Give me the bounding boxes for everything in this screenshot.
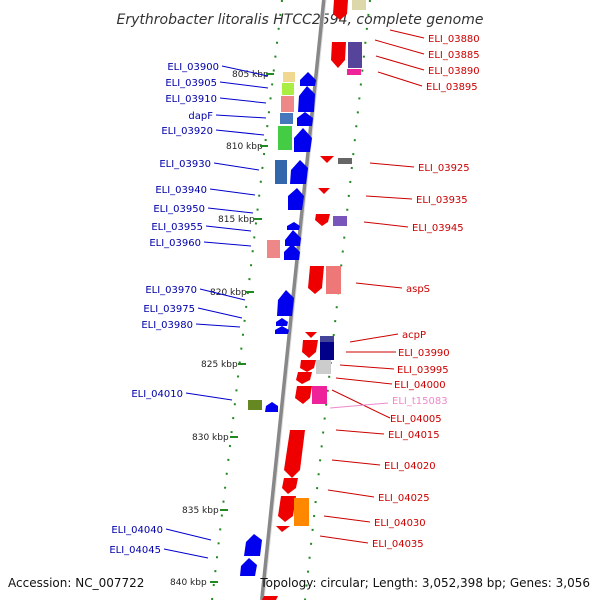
gene-label: ELI_03955 <box>151 222 203 233</box>
right-label-connectors <box>319 29 425 544</box>
right-gene-blocks <box>294 0 366 526</box>
gene-label: ELI_04005 <box>390 414 442 425</box>
gene-label: ELI_03950 <box>153 204 205 215</box>
gene-label: ELI_03890 <box>428 66 480 77</box>
gene-label: ELI_03920 <box>161 126 213 137</box>
gene-label: ELI_03895 <box>426 82 478 93</box>
gene-label: ELI_03945 <box>412 223 464 234</box>
gene-label: ELI_04035 <box>372 539 424 550</box>
scale-labels: 805 kbp 810 kbp 815 kbp 820 kbp 825 kbp … <box>170 70 269 588</box>
genome-backbone-highlight <box>263 0 327 600</box>
scale-805: 805 kbp <box>232 70 269 80</box>
gene-label: ELI_04010 <box>131 389 183 400</box>
scale-810: 810 kbp <box>226 142 263 152</box>
left-label-connectors <box>163 65 269 559</box>
gene-label: ELI_04045 <box>109 545 161 556</box>
accession-text: Accession: NC_007722 <box>8 576 145 590</box>
gene-label: acpP <box>402 330 426 341</box>
gene-label: ELI_04000 <box>394 380 446 391</box>
scale-815: 815 kbp <box>218 215 255 225</box>
gene-label: ELI_03885 <box>428 50 480 61</box>
gene-label: ELI_04040 <box>111 525 163 536</box>
left-labels: ELI_03900 ELI_03905 ELI_03910 dapF ELI_0… <box>109 62 219 556</box>
gene-label: ELI_03925 <box>418 163 470 174</box>
gene-label: ELI_03975 <box>143 304 195 315</box>
gene-label: ELI_03880 <box>428 34 480 45</box>
scale-ticks <box>210 73 274 583</box>
gene-label: dapF <box>188 111 213 122</box>
gene-label: ELI_03910 <box>165 94 217 105</box>
map-title: Erythrobacter litoralis HTCC2594, comple… <box>117 12 484 28</box>
gene-label: ELI_t15083 <box>392 396 448 407</box>
scale-825: 825 kbp <box>201 360 238 370</box>
reverse-gene-arrows <box>262 0 348 600</box>
gene-label: ELI_03900 <box>167 62 219 73</box>
gene-label: ELI_03935 <box>416 195 468 206</box>
scale-820: 820 kbp <box>210 288 247 298</box>
gene-label: ELI_04025 <box>378 493 430 504</box>
gene-label: ELI_03940 <box>155 185 207 196</box>
scale-835: 835 kbp <box>182 506 219 516</box>
gene-label: ELI_03970 <box>145 285 197 296</box>
gene-label: ELI_03990 <box>398 348 450 359</box>
right-labels: ELI_03880 ELI_03885 ELI_03890 ELI_03895 … <box>372 34 480 550</box>
gene-label: ELI_04030 <box>374 518 426 529</box>
left-gene-blocks <box>248 72 295 410</box>
gene-label: ELI_03905 <box>165 78 217 89</box>
gene-label: ELI_03980 <box>141 320 193 331</box>
gene-label: ELI_03930 <box>159 159 211 170</box>
topology-text: Topology: circular; Length: 3,052,398 bp… <box>260 576 590 590</box>
gene-label: aspS <box>406 284 430 295</box>
scale-830: 830 kbp <box>192 433 229 443</box>
gene-label: ELI_03995 <box>397 365 449 376</box>
scale-840: 840 kbp <box>170 578 207 588</box>
gene-label: ELI_04020 <box>384 461 436 472</box>
gene-label: ELI_04015 <box>388 430 440 441</box>
gene-label: ELI_03960 <box>149 238 201 249</box>
forward-gene-arrows <box>240 72 316 576</box>
